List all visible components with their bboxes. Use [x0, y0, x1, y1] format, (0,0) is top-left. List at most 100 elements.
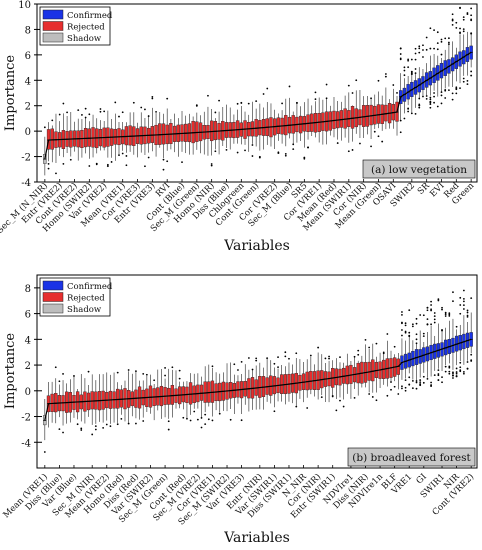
legend-label: Confirmed [67, 282, 113, 292]
outlier-point [368, 346, 371, 349]
y-tick-label: 10 [18, 0, 31, 11]
outlier-point [429, 98, 432, 101]
outlier-point [470, 14, 473, 17]
outlier-point [422, 44, 424, 47]
outlier-point [210, 164, 213, 167]
outlier-point [470, 18, 473, 21]
outlier-point [419, 314, 422, 316]
rejected-box [46, 129, 51, 150]
outlier-point [127, 422, 130, 425]
outlier-point [386, 394, 389, 397]
outlier-point [284, 153, 287, 155]
outlier-point [452, 300, 454, 303]
outlier-point [408, 376, 411, 379]
outlier-point [62, 373, 64, 375]
outlier-point [237, 369, 239, 371]
outlier-point [407, 58, 410, 61]
outlier-point [295, 405, 298, 408]
outlier-point [153, 379, 156, 382]
outlier-point [386, 333, 389, 335]
outlier-point [399, 58, 402, 61]
outlier-point [144, 108, 146, 111]
outlier-point [462, 297, 465, 300]
outlier-point [121, 111, 124, 114]
outlier-point [214, 111, 217, 114]
outlier-point [325, 97, 328, 100]
outlier-point [418, 45, 421, 48]
outlier-point [357, 353, 360, 356]
outlier-point [426, 306, 429, 309]
outlier-point [404, 379, 407, 382]
outlier-point [466, 13, 469, 16]
outlier-point [429, 47, 432, 50]
outlier-point [451, 92, 454, 95]
outlier-point [401, 329, 403, 331]
outlier-point [419, 384, 422, 387]
outlier-point [328, 357, 330, 360]
outlier-point [415, 322, 418, 325]
outlier-point [433, 374, 436, 377]
outlier-point [466, 361, 469, 363]
outlier-point [422, 332, 425, 335]
outlier-point [347, 84, 350, 87]
outlier-point [444, 311, 447, 314]
outlier-point [433, 101, 435, 104]
outlier-point [317, 346, 320, 349]
outlier-point [355, 79, 358, 82]
outlier-point [273, 410, 276, 413]
outlier-point [418, 47, 421, 50]
outlier-point [407, 59, 410, 62]
outlier-point [51, 119, 54, 122]
outlier-point [396, 92, 398, 94]
outlier-point [401, 311, 403, 313]
outlier-point [76, 423, 79, 426]
outlier-point [353, 355, 356, 358]
outlier-point [462, 77, 465, 80]
outlier-point [58, 428, 61, 431]
outlier-point [125, 155, 128, 157]
outlier-point [407, 107, 410, 110]
outlier-point [444, 370, 447, 373]
outlier-point [384, 75, 387, 78]
outlier-point [62, 102, 65, 105]
outlier-point [410, 71, 413, 74]
outlier-point [404, 331, 407, 334]
outlier-point [414, 47, 417, 50]
legend-swatch [42, 280, 64, 291]
outlier-point [444, 313, 447, 316]
outlier-point [200, 426, 203, 429]
outlier-point [144, 165, 146, 168]
outlier-point [440, 94, 443, 97]
outlier-point [455, 371, 458, 373]
outlier-point [397, 393, 400, 395]
outlier-point [433, 95, 435, 98]
rejected-box [369, 104, 373, 126]
outlier-point [102, 426, 105, 429]
outlier-point [462, 80, 465, 83]
x-axis-title: Variables [223, 530, 290, 546]
outlier-point [418, 51, 421, 54]
outlier-point [415, 333, 418, 336]
outlier-point [120, 417, 123, 420]
outlier-point [403, 69, 406, 72]
outlier-point [99, 108, 102, 110]
outlier-point [459, 361, 462, 364]
y-tick-label: 0 [25, 387, 31, 398]
outlier-point [426, 377, 429, 380]
panel-label-box [362, 159, 476, 179]
outlier-point [328, 355, 330, 358]
outlier-point [58, 380, 61, 383]
outlier-point [411, 379, 414, 382]
outlier-point [325, 83, 328, 86]
outlier-point [407, 110, 410, 113]
outlier-point [441, 308, 443, 311]
outlier-point [196, 418, 199, 421]
rejected-box [350, 106, 355, 129]
outlier-point [459, 304, 462, 306]
outlier-point [455, 26, 458, 29]
outlier-point [399, 53, 402, 55]
outlier-point [441, 381, 443, 384]
outlier-point [393, 385, 396, 388]
outlier-point [407, 66, 410, 69]
y-tick-label: 4 [25, 76, 31, 87]
